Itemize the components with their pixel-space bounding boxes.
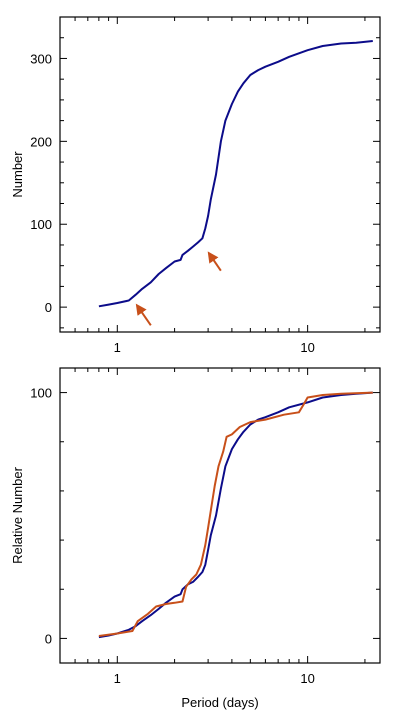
top-panel-series [98,40,373,308]
top-panel-annotations [135,251,222,326]
annotation-arrow [135,303,152,326]
bottom-panel-series [98,391,373,639]
x-tick-label: 10 [300,671,314,686]
top-y-axis-label: Number [10,151,25,198]
top-panel-ticks [60,16,380,332]
y-tick-label: 0 [45,300,52,315]
series-line-2 [98,391,373,637]
x-tick-label: 1 [114,671,121,686]
y-tick-label: 100 [30,386,52,401]
x-tick-label: 1 [114,340,121,355]
bottom-x-axis-label: Period (days) [181,695,258,710]
y-tick-label: 200 [30,134,52,149]
y-tick-label: 0 [45,631,52,646]
bottom-y-axis-label: Relative Number [10,466,25,563]
bottom-panel-ticks [60,368,380,663]
y-tick-label: 100 [30,217,52,232]
series-line-1 [98,40,373,308]
series-line-1 [98,391,373,639]
y-tick-label: 300 [30,51,52,66]
x-tick-label: 10 [300,340,314,355]
bottom-panel-frame [59,367,381,664]
top-panel-frame [59,16,381,333]
annotation-arrow [207,251,222,272]
